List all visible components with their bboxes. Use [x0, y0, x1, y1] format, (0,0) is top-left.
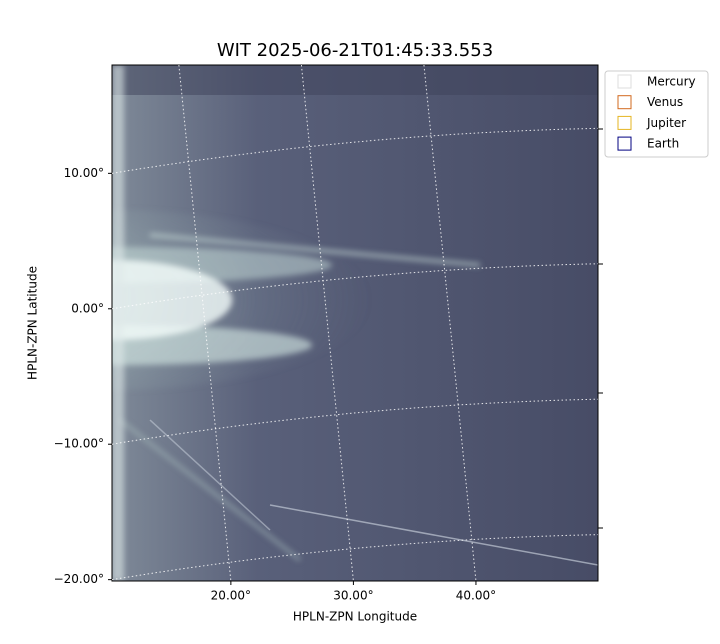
legend-label: Venus — [647, 95, 683, 109]
y-axis-label: HPLN-ZPN Latitude — [26, 266, 40, 380]
grid-line — [111, 127, 599, 174]
legend-marker — [617, 74, 632, 89]
grid-line — [423, 64, 477, 582]
grid-line — [178, 64, 232, 582]
legend-marker — [617, 95, 632, 110]
grid-line — [300, 64, 354, 582]
right-ticks — [598, 128, 603, 529]
plot-frame — [111, 64, 599, 582]
chart-title: WIT 2025-06-21T01:45:33.553 — [217, 40, 493, 61]
x-axis-label: HPLN-ZPN Longitude — [293, 610, 417, 624]
legend-label: Jupiter — [646, 116, 686, 130]
legend-label: Earth — [647, 137, 679, 151]
grid-line — [111, 263, 599, 310]
x-tick-label: 40.00° — [456, 589, 496, 603]
x-tick-label: 20.00° — [211, 589, 251, 603]
legend-label: Mercury — [647, 75, 696, 89]
legend-marker — [617, 136, 632, 151]
legend — [604, 70, 709, 158]
image — [112, 65, 598, 581]
y-tick-label: 0.00° — [71, 301, 104, 315]
y-tick-label: −10.00° — [54, 437, 104, 451]
legend-marker — [617, 115, 632, 130]
x-tick-label: 30.00° — [333, 589, 373, 603]
grid-line — [111, 534, 599, 581]
y-tick-label: −20.00° — [54, 572, 104, 586]
grid-line — [111, 398, 599, 445]
y-tick-label: 10.00° — [64, 166, 104, 180]
